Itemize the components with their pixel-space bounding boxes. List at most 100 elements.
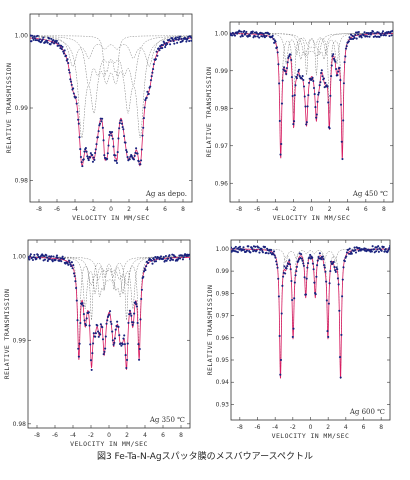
data-point bbox=[147, 92, 150, 95]
y-tick-label: 0.96 bbox=[216, 335, 230, 342]
data-point bbox=[317, 93, 320, 96]
data-point bbox=[176, 41, 179, 44]
data-point bbox=[349, 33, 353, 36]
data-point bbox=[281, 284, 284, 287]
data-point bbox=[347, 40, 350, 43]
data-point bbox=[162, 257, 165, 260]
data-point bbox=[139, 318, 142, 321]
data-point bbox=[96, 330, 100, 333]
data-point bbox=[57, 42, 60, 45]
data-point bbox=[140, 148, 143, 151]
data-point bbox=[181, 258, 184, 261]
data-point bbox=[138, 358, 141, 361]
data-point bbox=[370, 31, 373, 34]
data-point bbox=[280, 102, 284, 105]
data-point bbox=[354, 248, 357, 252]
x-tick-label: 8 bbox=[179, 432, 183, 439]
data-point bbox=[149, 85, 152, 88]
data-point bbox=[72, 264, 75, 267]
data-point bbox=[298, 75, 301, 78]
data-point bbox=[319, 81, 322, 84]
data-point bbox=[161, 47, 164, 50]
data-point bbox=[314, 293, 317, 296]
data-point bbox=[305, 277, 308, 280]
data-point bbox=[77, 122, 80, 125]
data-point bbox=[313, 281, 316, 284]
data-point bbox=[42, 36, 45, 39]
data-point bbox=[72, 87, 75, 90]
x-tick-label: 8 bbox=[181, 206, 185, 213]
data-point bbox=[342, 82, 345, 85]
data-point bbox=[341, 295, 344, 298]
data-point bbox=[325, 299, 328, 302]
data-point bbox=[320, 71, 323, 75]
x-axis-title: VELOCITY IN MM/SEC bbox=[272, 432, 350, 440]
data-point bbox=[35, 257, 38, 260]
data-point bbox=[288, 259, 291, 262]
data-point bbox=[288, 55, 291, 58]
data-point bbox=[291, 94, 294, 98]
data-point bbox=[357, 31, 360, 34]
data-point bbox=[336, 74, 339, 77]
data-point bbox=[335, 67, 338, 71]
data-point bbox=[50, 37, 53, 40]
data-point bbox=[86, 157, 90, 160]
data-point bbox=[114, 328, 117, 331]
data-point bbox=[341, 278, 344, 281]
data-point bbox=[149, 79, 153, 82]
data-point bbox=[289, 53, 292, 56]
data-point bbox=[82, 158, 85, 161]
data-point bbox=[176, 36, 179, 39]
data-point bbox=[276, 266, 279, 269]
data-point bbox=[277, 295, 280, 298]
data-point bbox=[325, 280, 328, 283]
data-point bbox=[96, 136, 99, 139]
data-point bbox=[345, 45, 348, 48]
x-tick-label: 4 bbox=[145, 206, 149, 213]
data-point bbox=[327, 302, 330, 305]
data-point bbox=[91, 160, 95, 163]
data-point bbox=[97, 335, 100, 338]
data-point bbox=[368, 35, 371, 38]
data-point bbox=[275, 46, 279, 49]
data-point bbox=[265, 251, 268, 254]
data-point bbox=[256, 35, 259, 38]
data-point bbox=[33, 35, 36, 38]
data-point bbox=[293, 281, 296, 284]
data-point bbox=[110, 322, 113, 326]
data-point bbox=[380, 249, 383, 252]
data-point bbox=[94, 151, 97, 155]
data-point bbox=[272, 253, 275, 256]
data-point bbox=[139, 163, 142, 166]
data-point bbox=[370, 250, 374, 253]
data-point bbox=[269, 251, 272, 254]
data-point bbox=[233, 247, 236, 250]
data-point bbox=[354, 251, 358, 254]
data-point bbox=[304, 105, 307, 108]
x-tick-label: 6 bbox=[161, 432, 165, 439]
data-point bbox=[121, 343, 124, 346]
data-point bbox=[274, 256, 277, 259]
data-point bbox=[111, 330, 114, 333]
data-point bbox=[169, 39, 172, 43]
data-point bbox=[104, 347, 107, 350]
x-tick-label: -6 bbox=[54, 206, 60, 213]
data-point bbox=[130, 155, 133, 158]
data-point bbox=[113, 337, 117, 340]
data-point bbox=[279, 373, 282, 376]
data-point bbox=[145, 265, 148, 268]
data-point bbox=[353, 246, 356, 249]
data-point bbox=[161, 44, 165, 47]
data-point bbox=[33, 37, 36, 40]
x-tick-label: 6 bbox=[163, 206, 167, 213]
data-point bbox=[307, 81, 311, 84]
data-point bbox=[168, 38, 171, 41]
data-point bbox=[323, 266, 326, 269]
data-point bbox=[248, 34, 251, 37]
data-point bbox=[140, 297, 143, 301]
data-point bbox=[313, 93, 316, 96]
data-point bbox=[339, 79, 342, 82]
data-point bbox=[263, 245, 267, 248]
data-point bbox=[378, 35, 381, 38]
